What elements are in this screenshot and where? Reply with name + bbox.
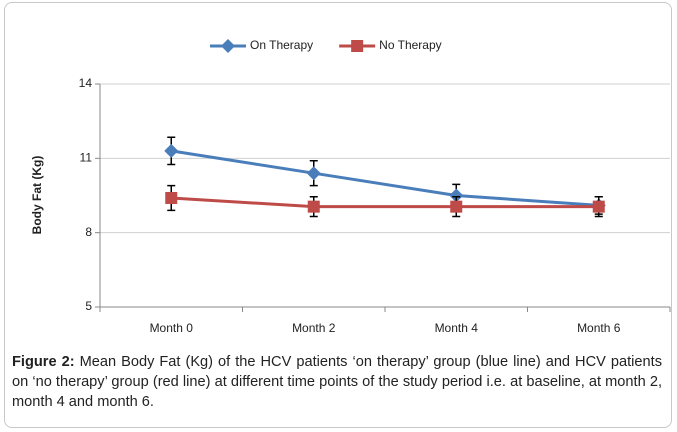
y-tick-label: 11 bbox=[80, 151, 93, 165]
x-tick-label: Month 4 bbox=[435, 321, 479, 335]
marker bbox=[164, 143, 179, 158]
y-axis-label: Body Fat (Kg) bbox=[30, 156, 44, 235]
marker bbox=[351, 40, 364, 52]
y-tick-label: 14 bbox=[79, 76, 93, 90]
caption-label: Figure 2: bbox=[12, 354, 75, 370]
marker bbox=[592, 200, 605, 213]
figure-frame bbox=[4, 2, 672, 428]
marker bbox=[449, 188, 464, 203]
chart: Body Fat (Kg) 5 8 11 14 Month 0 Month 2 Month … bbox=[30, 38, 671, 335]
y-tick-label: 8 bbox=[85, 225, 92, 239]
marker bbox=[306, 166, 321, 181]
y-tick-label: 5 bbox=[85, 299, 92, 313]
marker bbox=[221, 39, 235, 53]
legend-label: No Therapy bbox=[379, 38, 441, 52]
caption-text: Mean Body Fat (Kg) of the HCV patients ‘… bbox=[12, 354, 662, 410]
marker bbox=[307, 200, 320, 213]
x-tick-label: Month 0 bbox=[150, 321, 194, 335]
x-tick-label: Month 6 bbox=[577, 321, 621, 335]
marker bbox=[165, 191, 178, 204]
series-line bbox=[171, 196, 599, 209]
caption: Figure 2: Mean Body Fat (Kg) of the HCV … bbox=[12, 352, 662, 412]
series-line bbox=[171, 149, 599, 207]
marker bbox=[450, 200, 463, 213]
x-tick-label: Month 2 bbox=[292, 321, 336, 335]
legend-label: On Therapy bbox=[250, 38, 313, 52]
